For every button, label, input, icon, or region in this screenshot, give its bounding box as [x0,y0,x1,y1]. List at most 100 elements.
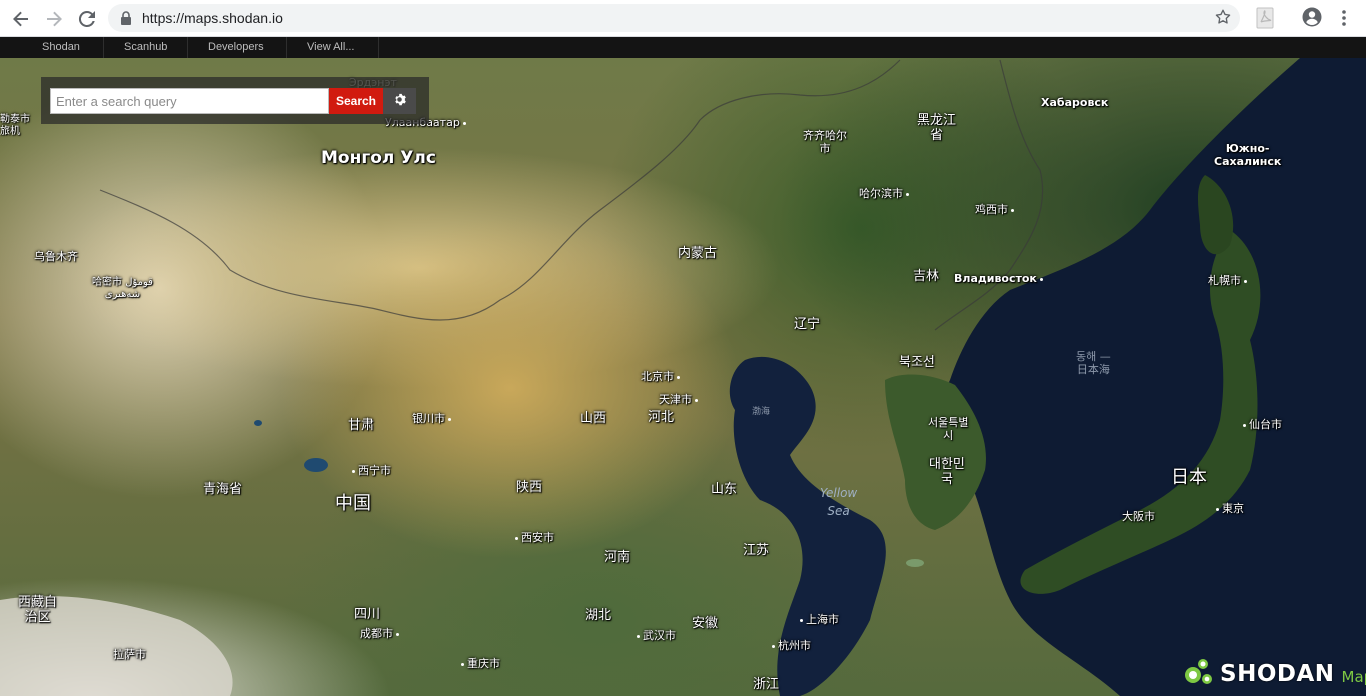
shodan-logo-icon [1182,656,1214,693]
map-label-yinchuan: 银川市 [412,413,454,426]
map-label-sichuan: 四川 [354,608,380,623]
map-label-mongolia: Монгол Улс [321,149,436,169]
map-label-neimenggu: 内蒙古 [678,247,717,262]
map-label-sendai: 仙台市 [1240,419,1282,432]
lock-icon [120,11,132,30]
map-label-shanxi: 山西 [580,412,606,427]
logo-wordmark: SHODAN [1220,661,1335,687]
map-label-bohai: 渤海 [752,407,770,417]
map-label-jixi: 鸡西市 [975,204,1017,217]
map-label-jilin: 吉林 [913,270,939,285]
map-label-south-korea: 대한민 국 [929,458,965,488]
browser-toolbar: https://maps.shodan.io [0,0,1366,37]
search-input[interactable] [50,88,329,114]
map-label-xizang: 西藏自 治区 [18,596,57,626]
map-label-text: 成都市 [360,627,393,640]
map-label-text: 東京 [1222,502,1244,515]
map-canvas[interactable]: Эрдэнэт Улаанбаатар Монгол Улс Хабаровск… [0,58,1366,696]
map-label-jiangsu: 江苏 [743,544,769,559]
map-label-heilongjiang: 黑龙江 省 [917,114,956,144]
profile-icon[interactable] [1302,7,1322,32]
address-bar[interactable]: https://maps.shodan.io [108,4,1240,32]
map-label-text: 大阪市 [1122,510,1155,523]
map-label-seoul: 서울특별 시 [928,417,968,442]
qinghai-lake [304,458,328,472]
logo-product: Maps [1342,668,1366,686]
pdf-icon[interactable] [1255,7,1275,34]
map-label-xian: 西安市 [512,532,554,545]
map-label-urumqi: 乌鲁木齐 [34,251,78,264]
map-label-xining: 西宁市 [349,465,391,478]
map-label-text: 武汉市 [643,629,676,642]
url-text: https://maps.shodan.io [142,10,283,26]
map-label-chongqing: 重庆市 [458,658,500,671]
shodan-navbar: Shodan Scanhub Developers View All... [0,37,1366,58]
gear-icon [393,93,406,109]
map-label-sapporo: 札幌市 [1208,275,1250,288]
back-icon[interactable] [9,7,33,31]
map-label-yuzhno-sakhalinsk: Южно- Сахалинск [1214,143,1281,168]
map-label-north-korea: 북조선 [899,356,935,371]
map-label-lhasa: 拉萨市 [113,649,146,662]
map-label-text: 上海市 [806,613,839,626]
map-label-text: 拉萨市 [113,648,146,661]
map-label-altay: 勒泰市 旅机 [0,114,30,137]
map-label-text: 北京市 [641,370,674,383]
map-label-text: Владивосток [954,272,1037,285]
map-label-hebei: 河北 [648,411,674,426]
forward-icon[interactable] [42,7,66,31]
map-label-text: Хабаровск [1041,96,1108,109]
nav-item-scanhub[interactable]: Scanhub [104,37,188,58]
menu-icon[interactable] [1336,9,1352,32]
map-label-qiqihar: 齐齐哈尔 市 [803,130,847,155]
nav-item-developers[interactable]: Developers [188,37,287,58]
map-label-text: 杭州市 [778,639,811,652]
lake [254,420,262,426]
map-label-tokyo: 東京 [1213,503,1244,516]
map-label-chengdu: 成都市 [360,628,402,641]
nav-item-shodan[interactable]: Shodan [22,37,104,58]
map-label-china: 中国 [335,494,371,515]
map-label-liaoning: 辽宁 [794,318,820,333]
map-label-hubei: 湖北 [585,609,611,624]
shodan-maps-logo: SHODAN Maps [1182,657,1366,691]
map-label-shanghai: 上海市 [797,614,839,627]
map-label-shandong: 山东 [711,483,737,498]
search-panel: Search [41,77,429,124]
sea-of-japan [944,58,1366,696]
jeju-island [906,559,924,567]
map-label-hangzhou: 杭州市 [769,640,811,653]
map-label-gansu: 甘肃 [348,419,374,434]
map-label-khabarovsk: Хабаровск [1041,97,1108,110]
map-label-wuhan: 武汉市 [634,630,676,643]
map-label-text: 重庆市 [467,657,500,670]
map-label-text: 仙台市 [1249,418,1282,431]
settings-button[interactable] [383,88,416,114]
map-label-yellow-sea: Yellow Sea [820,484,857,520]
map-label-text: 乌鲁木齐 [34,250,78,263]
map-label-hami: 哈密市 قومۇل شەھىرى [92,277,153,300]
map-label-beijing: 北京市 [641,371,683,384]
star-icon[interactable] [1214,8,1232,31]
map-label-osaka: 大阪市 [1122,511,1155,524]
map-label-text: 天津市 [659,393,692,406]
map-label-zhejiang: 浙江 [753,678,779,693]
map-label-henan: 河南 [604,551,630,566]
map-label-shaanxi: 陕西 [516,481,542,496]
map-label-text: 哈尔滨市 [859,187,903,200]
map-label-text: 札幌市 [1208,274,1241,287]
map-label-japan: 日本 [1171,468,1207,489]
map-label-sea-of-japan: 동해 — 日本海 [1076,351,1111,376]
map-label-tianjin: 天津市 [659,394,701,407]
map-label-text: 西安市 [521,531,554,544]
terrain-layer [0,58,1366,696]
nav-item-view-all[interactable]: View All... [287,37,379,58]
map-label-text: 西宁市 [358,464,391,477]
map-label-harbin: 哈尔滨市 [859,188,912,201]
search-button[interactable]: Search [329,88,383,114]
map-label-vladivostok: Владивосток [954,273,1046,286]
map-label-text: 银川市 [412,412,445,425]
reload-icon[interactable] [75,7,99,31]
map-label-text: 鸡西市 [975,203,1008,216]
map-label-anhui: 安徽 [692,617,718,632]
